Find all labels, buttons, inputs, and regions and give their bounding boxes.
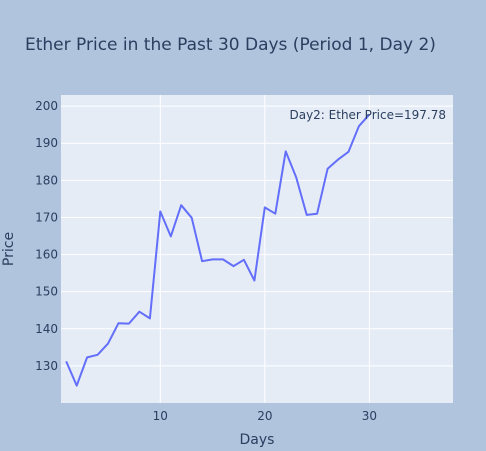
y-tick-label: 130 bbox=[35, 359, 58, 373]
y-gridlines bbox=[61, 105, 453, 367]
y-tick-label: 200 bbox=[35, 99, 58, 113]
y-tick-label: 140 bbox=[35, 322, 58, 336]
data-annotation: Day2: Ether Price=197.78 bbox=[289, 108, 446, 122]
y-tick-label: 150 bbox=[35, 285, 58, 299]
y-axis-title: Price bbox=[1, 232, 17, 266]
x-tick-label: 20 bbox=[257, 409, 272, 423]
x-tick-labels: 10 20 30 bbox=[153, 409, 377, 423]
x-tick-label: 10 bbox=[153, 409, 168, 423]
chart-title: Ether Price in the Past 30 Days (Period … bbox=[25, 35, 436, 55]
y-tick-label: 170 bbox=[35, 210, 58, 224]
y-tick-label: 160 bbox=[35, 248, 58, 262]
series-line bbox=[65, 113, 371, 387]
series-layer bbox=[65, 113, 371, 387]
x-tick-label: 30 bbox=[362, 409, 377, 423]
x-axis-title: Days bbox=[240, 432, 275, 448]
x-gridlines bbox=[159, 95, 370, 403]
y-tick-label: 180 bbox=[35, 173, 58, 187]
y-tick-label: 190 bbox=[35, 136, 58, 150]
y-tick-labels: 130 140 150 160 170 180 190 200 bbox=[35, 99, 58, 373]
plot-area bbox=[61, 95, 453, 403]
